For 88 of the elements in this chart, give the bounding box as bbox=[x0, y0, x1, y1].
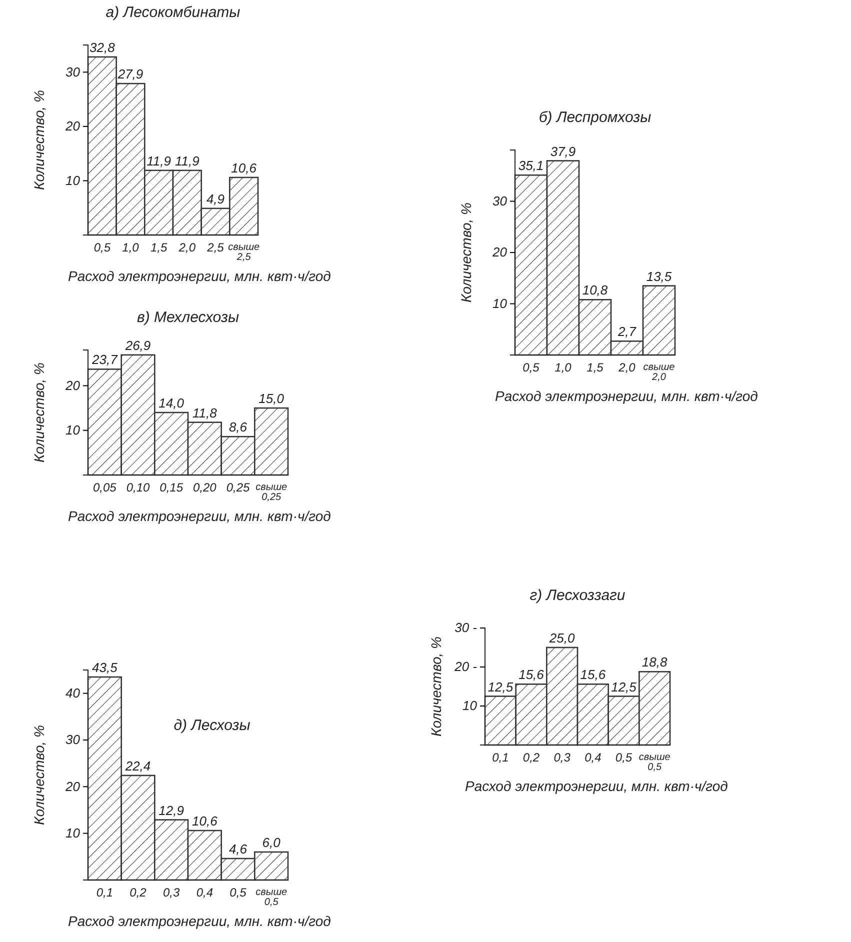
x-tick-label: свыше 0,5 bbox=[256, 887, 288, 908]
data-label: 8,6 bbox=[228, 420, 248, 435]
x-tick-label: свыше 0,5 bbox=[638, 752, 671, 774]
data-label: 2,7 bbox=[616, 324, 637, 340]
data-label: 6,0 bbox=[262, 835, 282, 850]
data-label: 15,6 bbox=[580, 667, 606, 682]
x-tick-label: 2,5 bbox=[206, 240, 224, 255]
x-tick-label: 0,2 bbox=[522, 750, 540, 765]
y-tick-label: 10 bbox=[462, 698, 478, 714]
x-axis-title: Расход электроэнергии, млн. квт·ч/год bbox=[465, 778, 728, 794]
x-tick-label: 0,4 bbox=[584, 750, 602, 765]
data-label: 26,9 bbox=[124, 338, 151, 353]
data-label: 14,0 bbox=[158, 396, 185, 410]
y-axis-title: Количество, % bbox=[428, 636, 444, 736]
data-label: 4,9 bbox=[206, 191, 225, 206]
y-tick-label: 30 bbox=[492, 193, 508, 208]
data-label: 12,5 bbox=[611, 679, 638, 694]
chart-title: б) Леспромхозы bbox=[538, 109, 652, 126]
data-label: 22,4 bbox=[124, 758, 151, 774]
y-tick-label: 20 bbox=[64, 778, 81, 794]
data-label: 32,8 bbox=[90, 40, 116, 55]
data-label: 23,7 bbox=[91, 352, 118, 368]
data-label: 10,6 bbox=[192, 814, 218, 829]
data-label: 37,9 bbox=[550, 144, 576, 159]
x-tick-label: 2,0 bbox=[618, 360, 636, 375]
y-tick-label: 20 bbox=[492, 244, 508, 260]
x-tick-label: 0,1 bbox=[96, 886, 114, 900]
x-tick-label: 0,1 bbox=[492, 750, 509, 765]
data-label: 11,8 bbox=[192, 405, 218, 420]
x-tick-label: 0,4 bbox=[196, 886, 214, 900]
y-tick-label: 10 bbox=[492, 296, 508, 311]
chart-title: в) Мехлесхозы bbox=[137, 309, 239, 326]
x-axis-title: Расход электроэнергии, млн. квт·ч/год bbox=[495, 388, 758, 404]
data-label: 27,9 bbox=[116, 66, 144, 82]
y-axis-title: Количество, % bbox=[458, 202, 474, 302]
y-axis-title: Количество, % bbox=[31, 725, 47, 825]
text: д) Лесхозы bbox=[174, 717, 250, 734]
y-axis-title: Количество, % bbox=[31, 90, 47, 190]
y-tick-label: 20 - bbox=[454, 659, 478, 674]
y-tick-label: 30 bbox=[66, 732, 81, 748]
x-tick-label: 1,5 bbox=[150, 240, 168, 255]
y-tick-label: 30 bbox=[66, 64, 81, 80]
x-tick-label: 0,3 bbox=[554, 750, 571, 765]
x-tick-label: 2,0 bbox=[178, 240, 196, 255]
x-tick-label: 0,05 bbox=[92, 480, 117, 495]
x-tick-label: 0,5 bbox=[230, 886, 247, 900]
x-tick-label: 1,0 bbox=[554, 360, 572, 375]
chart-title: а) Лесокомбинаты bbox=[106, 4, 240, 21]
x-axis-title: Расход электроэнергии, млн. квт·ч/год bbox=[68, 508, 332, 524]
x-tick-label: 0,5 bbox=[522, 360, 540, 375]
data-label: 15,0 bbox=[258, 391, 285, 406]
x-tick-label: 0,2 bbox=[130, 886, 147, 900]
data-label: 4,6 bbox=[228, 842, 248, 857]
x-tick-label: 0,3 bbox=[162, 886, 180, 900]
data-label: 15,6 bbox=[518, 667, 545, 682]
x-tick-label: свыше 2,0 bbox=[643, 362, 676, 384]
y-tick-label: 20 bbox=[64, 118, 81, 134]
data-label: 11,9 bbox=[146, 153, 172, 168]
data-label: 10,8 bbox=[582, 282, 608, 298]
x-tick-label: 1,0 bbox=[122, 240, 140, 255]
data-label: 35,1 bbox=[518, 158, 544, 174]
data-label: 25,0 bbox=[548, 630, 576, 646]
data-label: 43,5 bbox=[92, 660, 118, 675]
data-label: 10,6 bbox=[231, 160, 258, 176]
x-tick-label: 0,10 bbox=[126, 480, 150, 495]
y-tick-label: 20 bbox=[64, 378, 81, 393]
y-tick-label: 30 - bbox=[454, 620, 478, 636]
x-tick-label: свыше 2,5 bbox=[228, 242, 260, 264]
y-tick-label: 10 bbox=[66, 172, 81, 188]
data-label: 11,9 bbox=[174, 153, 200, 168]
x-tick-label: 0,25 bbox=[226, 480, 250, 495]
data-label: 13,5 bbox=[646, 268, 672, 284]
data-label: 18,8 bbox=[642, 654, 668, 670]
x-axis-title: Расход электроэнергии, млн. квт·ч/год bbox=[68, 268, 332, 284]
y-axis-title: Количество, % bbox=[31, 362, 47, 462]
x-axis-title: Расход электроэнергии, млн. квт·ч/год bbox=[68, 913, 332, 929]
data-label: 12,5 bbox=[488, 679, 514, 694]
data-label: 12,9 bbox=[158, 802, 184, 818]
x-tick-label: 0,15 bbox=[160, 480, 184, 495]
x-tick-label: свыше 0,25 bbox=[256, 482, 288, 504]
y-tick-label: 10 bbox=[66, 422, 81, 438]
x-tick-label: 0,5 bbox=[615, 750, 632, 765]
x-tick-label: 1,5 bbox=[586, 360, 604, 375]
x-tick-label: 0,20 bbox=[192, 480, 217, 495]
y-tick-label: 10 bbox=[66, 825, 81, 840]
x-tick-label: 0,5 bbox=[94, 240, 111, 255]
y-tick-label: 40 bbox=[66, 685, 81, 700]
chart-title: г) Лесхоззаги bbox=[530, 587, 626, 604]
